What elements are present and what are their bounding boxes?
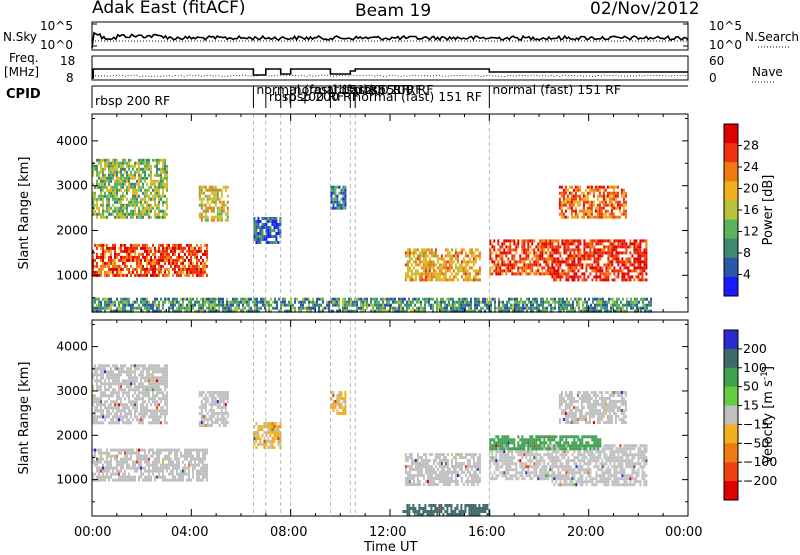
colorbar-tick-label: 28 (743, 138, 759, 153)
colorbar-tick-label: 20 (743, 181, 759, 196)
colorbar-swatch (724, 277, 738, 297)
colorbar-tick-label: 15 (743, 398, 759, 413)
colorbar-swatch (724, 481, 738, 500)
colorbar-label: Velocity [m s-1] (760, 366, 776, 464)
y-axis-label: Slant Range [km] (17, 362, 32, 475)
colorbar-swatch (724, 181, 738, 201)
noise-strip (92, 22, 790, 50)
colorbar-swatch (724, 368, 738, 387)
colorbar-swatch (724, 387, 738, 406)
y-tick-label: 4000 (56, 133, 88, 148)
colorbar-swatch (724, 143, 738, 163)
cpid-segment-label: normal (fast) 151 RF (492, 82, 621, 97)
cpid-segment-label: rbsp 200 RF (95, 93, 170, 108)
colorbar-swatch (724, 239, 738, 259)
power-colorbar: 4 8 12 16 20 24 28 Power [dB] (724, 124, 776, 297)
colorbar-swatch (724, 443, 738, 462)
colorbar-tick-label: 12 (743, 224, 759, 239)
cpid-row: rbsp 200 RF normal (fast) 151 RF rbsp 200 … (92, 82, 688, 108)
colorbar-tick-label: 50 (743, 379, 759, 394)
colorbar-swatch (724, 162, 738, 182)
colorbar-swatch (724, 330, 738, 349)
y-axis-label: Slant Range [km] (17, 157, 32, 270)
colorbar-swatch (724, 349, 738, 368)
colorbar-swatch (724, 406, 738, 425)
noise-strip-frame (92, 22, 688, 50)
colorbar-tick-label: −200 (743, 473, 777, 488)
colorbar-swatch (724, 258, 738, 278)
colorbar-swatch (724, 424, 738, 443)
colorbar-swatch (724, 220, 738, 240)
colorbar-tick-label: 4 (743, 267, 751, 282)
y-tick-label: 3000 (56, 178, 88, 193)
y-tick-label: 2000 (56, 222, 88, 237)
y-tick-label: 1000 (56, 472, 88, 487)
power-panel: 1000 2000 3000 4000 Slant Range [km] 4 8 12 16 20… (17, 114, 776, 313)
y-tick-label: 3000 (56, 383, 88, 398)
nave-line (92, 75, 688, 77)
colorbar-swatch (724, 200, 738, 220)
colorbar-swatch (724, 462, 738, 481)
y-tick-label: 1000 (56, 267, 88, 282)
y-tick-label: 4000 (56, 339, 88, 354)
freq-strip (92, 56, 775, 82)
cpid-segment-label: rbsp 200 RF (358, 82, 433, 97)
noise-sky-line (92, 33, 688, 48)
colorbar-tick-label: 8 (743, 245, 751, 260)
freq-line (92, 69, 688, 78)
colorbar-tick-label: 24 (743, 159, 759, 174)
colorbar-tick-label: 200 (743, 341, 767, 356)
y-tick-label: 2000 (56, 427, 88, 442)
colorbar-tick-label: 16 (743, 202, 759, 217)
colorbar-swatch (724, 124, 738, 144)
freq-strip-frame (92, 56, 688, 80)
colorbar-label: Power [dB] (761, 175, 776, 246)
